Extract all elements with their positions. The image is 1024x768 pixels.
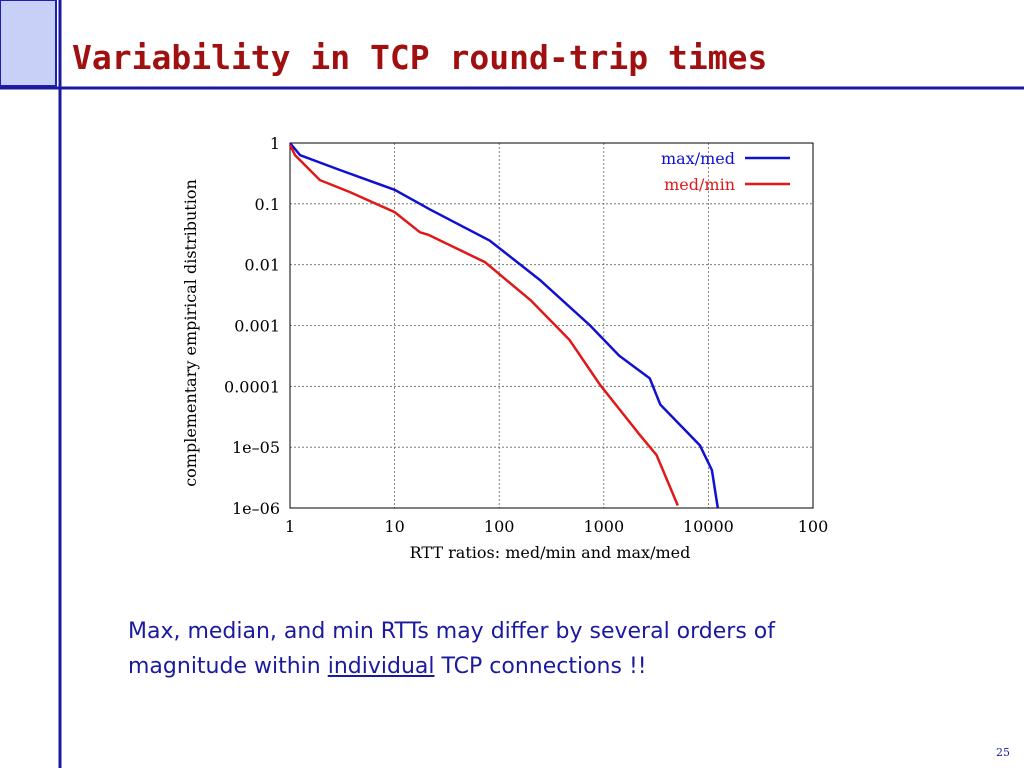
x-tick-label: 10000 [683,517,734,536]
legend-label: max/med [661,149,735,168]
x-tick-label: 100 [484,517,515,536]
plot-frame [289,142,814,509]
x-tick-label: 10 [384,517,404,536]
caption: Max, median, and min RTTs may differ by … [128,614,775,684]
corner-box [0,0,57,87]
series-line [289,142,720,509]
legend-label: med/min [664,175,735,194]
x-tick-label: 100 [798,517,829,536]
caption-text: TCP connections !! [441,654,647,679]
page-number: 25 [996,746,1010,759]
caption-line: Max, median, and min RTTs may differ by … [128,619,775,644]
y-tick-label: 0.001 [234,317,280,336]
slide-title: Variability in TCP round-trip times [72,38,768,77]
y-tick-label: 1 [270,134,280,153]
caption-emphasis: individual [327,654,435,679]
y-tick-label: 1e–06 [232,499,280,518]
x-axis-label: RTT ratios: med/min and max/med [410,543,691,562]
y-tick-label: 0.01 [244,256,280,275]
x-tick-label: 1 [285,517,295,536]
y-tick-label: 1e–05 [232,438,280,457]
y-axis-label: complementary empirical distribution [181,179,200,487]
y-tick-label: 0.0001 [224,377,280,396]
y-tick-label: 0.1 [255,195,280,214]
series-line [288,144,679,506]
x-tick-label: 1000 [583,517,624,536]
caption-text: magnitude within [128,654,321,679]
